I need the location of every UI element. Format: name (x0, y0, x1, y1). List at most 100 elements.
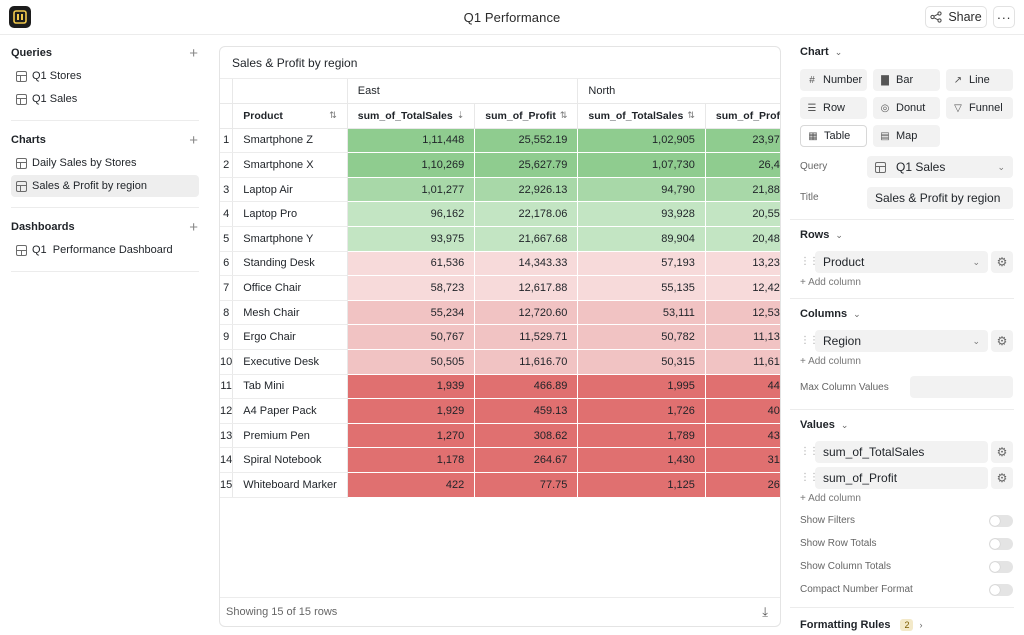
query-label: Query (800, 161, 828, 172)
add-row-column-link[interactable]: + Add column (800, 277, 861, 288)
sidebar-item-sales-profit[interactable]: Sales & Profit by region (11, 175, 199, 197)
gear-icon[interactable]: ⚙ (991, 330, 1013, 352)
column-header[interactable]: sum_of_TotalSales ⇅ (577, 103, 706, 129)
chevron-down-icon: ⌄ (972, 256, 980, 267)
drag-handle-icon[interactable]: ⋮⋮ (800, 472, 819, 483)
dashboards-title: Dashboards (11, 221, 75, 233)
share-button[interactable]: Share (925, 6, 987, 28)
value-cell: 50,767 (347, 324, 476, 351)
value-cell: 26,46 (705, 152, 780, 178)
value-cell: 405 (705, 398, 780, 424)
add-column-link[interactable]: + Add column (800, 356, 861, 367)
more-options-button[interactable]: ··· (993, 6, 1015, 28)
sidebar-item-daily-sales[interactable]: Daily Sales by Stores (11, 152, 199, 174)
drag-handle-icon[interactable]: ⋮⋮ (800, 446, 819, 457)
chevron-down-icon: ⌄ (972, 335, 980, 346)
row-number: 12 (220, 398, 234, 424)
query-select[interactable]: Q1 Sales ⌄ (867, 156, 1013, 178)
number-chart-icon: # (809, 74, 815, 86)
sidebar-item-label: Q1 Performance Dashboard (32, 244, 173, 256)
row-number: 6 (220, 251, 234, 277)
chart-type-table-button[interactable]: ▦ Table (800, 125, 867, 147)
row-number: 2 (220, 152, 234, 178)
value-cell: 11,613 (705, 349, 780, 375)
card-footer: Showing 15 of 15 rows ⤓ (220, 597, 780, 626)
chart-type-map-button[interactable]: ▤ Map (873, 125, 940, 147)
show-filters-toggle[interactable] (989, 515, 1013, 527)
rows-field-select[interactable]: Product ⌄ (815, 251, 988, 273)
chart-type-donut-button[interactable]: ◎ Donut (873, 97, 940, 119)
card-title: Sales & Profit by region (232, 56, 358, 70)
dashboard-icon (16, 244, 27, 256)
chart-type-number-button[interactable]: # Number (800, 69, 867, 91)
sort-icon[interactable]: ⇅ (559, 110, 568, 121)
sidebar-divider (11, 271, 199, 272)
sidebar-divider (11, 207, 199, 208)
bar-chart-icon: ▇ (881, 74, 889, 86)
line-chart-icon: ↗ (953, 74, 963, 86)
chart-type-row-button[interactable]: ☰ Row (800, 97, 867, 119)
chart-type-funnel-button[interactable]: ▽ Funnel (946, 97, 1013, 119)
sidebar-item-label: Daily Sales by Stores (32, 157, 137, 169)
add-query-icon[interactable]: + (189, 44, 198, 62)
row-number: 14 (220, 447, 234, 473)
value-cell: 1,125 (577, 472, 706, 498)
sort-desc-icon[interactable]: ⇣ (456, 110, 465, 121)
queries-section-header: Queries + (11, 45, 198, 61)
value-cell: 1,939 (347, 374, 476, 400)
chart-type-bar-button[interactable]: ▇ Bar (873, 69, 940, 91)
pivot-table-body: 1 Smartphone Z 1,11,448 25,552.19 1,02,905 23… (220, 128, 780, 498)
drag-handle-icon[interactable]: ⋮⋮ (800, 256, 819, 267)
sidebar-item-q1-dashboard[interactable]: Q1 Performance Dashboard (11, 239, 199, 261)
value-cell: 1,02,905 (577, 128, 706, 154)
values-section-header[interactable]: Values ⌄ (800, 419, 848, 431)
chart-type-label: Number (823, 74, 863, 86)
chart-section-header[interactable]: Chart ⌄ (800, 46, 842, 58)
show-column-totals-toggle[interactable] (989, 561, 1013, 573)
compact-number-format-toggle[interactable] (989, 584, 1013, 596)
value-cell: 25,552.19 (474, 128, 579, 154)
values-field-2[interactable]: sum_of_Profit (815, 467, 988, 489)
value-cell: 459.13 (474, 398, 579, 424)
column-header[interactable]: sum_of_TotalSales ⇣ (346, 103, 475, 129)
formatting-rules-header[interactable]: Formatting Rules 2 › (800, 619, 922, 631)
gear-icon[interactable]: ⚙ (991, 467, 1013, 489)
gear-icon[interactable]: ⚙ (991, 441, 1013, 463)
add-dashboard-icon[interactable]: + (189, 218, 198, 236)
chart-type-line-button[interactable]: ↗ Line (946, 69, 1013, 91)
value-cell: 14,343.33 (474, 251, 579, 277)
show-row-totals-toggle[interactable] (989, 538, 1013, 550)
sort-icon[interactable]: ⇅ (687, 110, 695, 121)
gear-icon[interactable]: ⚙ (991, 251, 1013, 273)
value-cell: 11,616.70 (474, 349, 579, 375)
sidebar: Queries + Q1 Stores Q1 Sales Charts + Da… (0, 35, 209, 635)
columns-section-title: Columns (800, 308, 848, 320)
rows-section-header[interactable]: Rows ⌄ (800, 229, 843, 241)
drag-handle-icon[interactable]: ⋮⋮ (800, 335, 819, 346)
table-row: 6 Standing Desk 61,536 14,343.33 57,193 13,23… (220, 251, 780, 277)
add-value-column-link[interactable]: + Add column (800, 493, 861, 504)
product-column-header[interactable]: Product ⇅ (232, 103, 348, 129)
value-cell: 55,234 (347, 300, 476, 326)
columns-section-header[interactable]: Columns ⌄ (800, 308, 861, 320)
value-cell: 1,11,448 (347, 128, 476, 154)
sidebar-item-q1-sales[interactable]: Q1 Sales (11, 88, 199, 110)
row-number: 9 (220, 324, 234, 351)
add-chart-icon[interactable]: + (189, 131, 198, 149)
value-cell: 22,178.06 (474, 201, 579, 228)
app-logo-icon[interactable] (9, 6, 31, 28)
product-cell: Laptop Pro (232, 201, 348, 228)
table-row: 1 Smartphone Z 1,11,448 25,552.19 1,02,905 23… (220, 128, 780, 154)
column-header[interactable]: sum_of_Profit (704, 103, 780, 129)
column-header[interactable]: sum_of_Profit ⇅ (474, 103, 578, 129)
title-input[interactable]: Sales & Profit by region (867, 187, 1013, 209)
sidebar-item-q1-stores[interactable]: Q1 Stores (11, 65, 199, 87)
max-column-values-input[interactable] (910, 376, 1013, 398)
columns-field-select[interactable]: Region ⌄ (815, 330, 988, 352)
sort-icon[interactable]: ⇅ (329, 110, 337, 121)
values-field-1[interactable]: sum_of_TotalSales (815, 441, 988, 463)
download-icon[interactable]: ⤓ (762, 604, 768, 619)
value-cell: 422 (347, 472, 476, 498)
share-label: Share (948, 10, 982, 24)
